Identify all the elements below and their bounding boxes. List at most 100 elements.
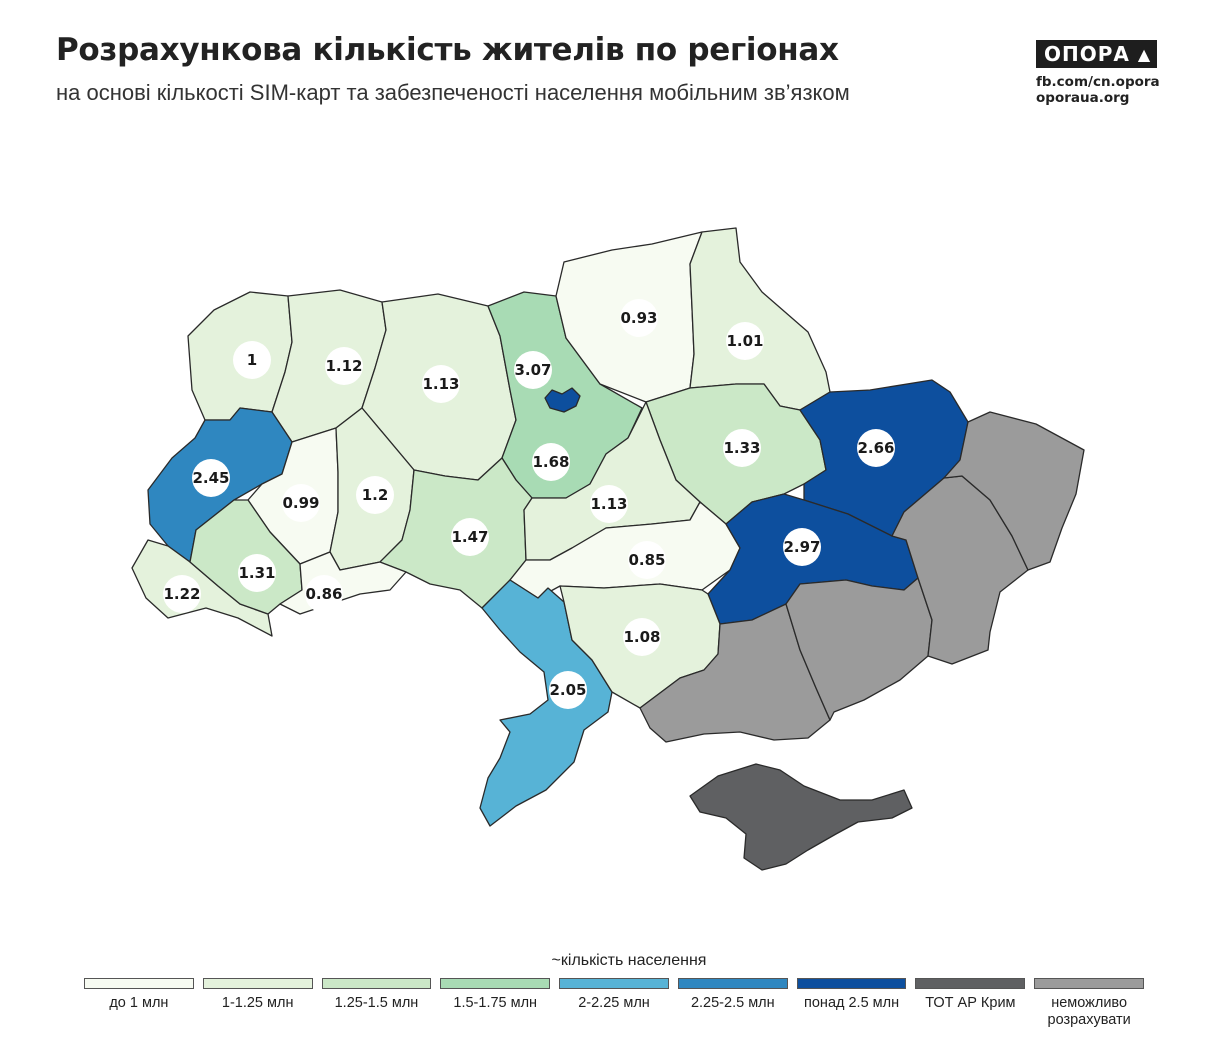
- value-label-sumy: 1.01: [726, 322, 764, 360]
- value-badge: [233, 341, 271, 379]
- region-crimea[interactable]: [689, 763, 913, 871]
- value-text: 2.97: [783, 538, 820, 556]
- value-text: 1.68: [532, 453, 569, 471]
- value-label-chernihiv: 0.93: [620, 299, 658, 337]
- value-label-kyiv-oblast: 3.07: [514, 351, 552, 389]
- value-badge: [238, 554, 276, 592]
- legend-item-7: ТОТ АР Крим: [915, 978, 1026, 1029]
- value-badge: [628, 541, 666, 579]
- legend-swatch: [84, 978, 194, 989]
- value-label-chernivtsi: 0.86: [305, 575, 343, 613]
- value-badge: [163, 575, 201, 613]
- region-luhansk[interactable]: [943, 411, 1085, 571]
- value-badge: [192, 459, 230, 497]
- value-badge: [422, 365, 460, 403]
- map-regions: [131, 227, 1085, 871]
- value-label-khmelnytskyi: 1.2: [356, 476, 394, 514]
- legend-item-0: до 1 млн: [84, 978, 194, 1029]
- value-text: 1.33: [723, 439, 760, 457]
- value-label-kyiv-city: 1.68: [532, 443, 570, 481]
- value-text: 1.12: [325, 357, 362, 375]
- value-badge: [857, 429, 895, 467]
- legend-item-3: 1.5-1.75 млн: [440, 978, 551, 1029]
- value-badge: [623, 618, 661, 656]
- legend-swatch: [440, 978, 551, 989]
- legend-item-5: 2.25-2.5 млн: [677, 978, 788, 1029]
- value-badge: [726, 322, 764, 360]
- value-badge: [325, 347, 363, 385]
- legend-label: 1-1.25 млн: [221, 995, 294, 1011]
- value-text: 1.08: [623, 628, 660, 646]
- value-badge: [549, 671, 587, 709]
- region-sumy[interactable]: [689, 227, 831, 411]
- value-badge: [723, 429, 761, 467]
- value-badge: [514, 351, 552, 389]
- value-label-ivano-frankivsk: 1.31: [238, 554, 276, 592]
- value-label-zhytomyr: 1.13: [422, 365, 460, 403]
- map-value-labels: 1 1.12 1.13 3.07 1.68 0.93 1.01 1.33 2.66 2.45 0.9…: [163, 299, 895, 709]
- value-text: 2.45: [192, 469, 229, 487]
- legend-item-4: 2-2.25 млн: [559, 978, 669, 1029]
- value-text: 3.07: [514, 361, 551, 379]
- value-label-odesa: 2.05: [549, 671, 587, 709]
- legend-label: неможливо розрахувати: [1047, 995, 1131, 1028]
- value-text: 1.13: [422, 375, 459, 393]
- facebook-link[interactable]: fb.com/cn.opora: [1036, 74, 1160, 90]
- legend-swatch: [559, 978, 669, 989]
- value-badge: [451, 518, 489, 556]
- value-label-rivne: 1.12: [325, 347, 363, 385]
- legend-row: до 1 млн 1-1.25 млн 1.25-1.5 млн 1.5-1.7…: [84, 978, 1145, 1029]
- legend-swatch: [202, 978, 313, 989]
- legend-item-6: понад 2.5 млн: [796, 978, 907, 1029]
- ukraine-map: 1 1.12 1.13 3.07 1.68 0.93 1.01 1.33 2.66 2.45 0.9…: [131, 227, 1085, 871]
- legend-swatch: [677, 978, 788, 989]
- value-label-lviv: 2.45: [192, 459, 230, 497]
- value-badge: [356, 476, 394, 514]
- value-badge: [282, 484, 320, 522]
- value-text: 0.93: [620, 309, 657, 327]
- value-badge: [590, 485, 628, 523]
- value-label-ternopil: 0.99: [282, 484, 320, 522]
- legend-label: ТОТ АР Крим: [925, 995, 1016, 1011]
- value-text: 2.05: [549, 681, 586, 699]
- legend-label: 2.25-2.5 млн: [690, 995, 775, 1011]
- value-text: 0.99: [282, 494, 319, 512]
- legend-item-8: неможливо розрахувати: [1034, 978, 1145, 1029]
- value-label-cherkasy: 1.13: [590, 485, 628, 523]
- value-text: 1.01: [726, 332, 763, 350]
- value-text: 1: [247, 351, 257, 369]
- opora-logo[interactable]: ОПОРА ▲: [1036, 40, 1158, 68]
- brand-block: ОПОРА ▲ fb.com/cn.opora oporaua.org: [1036, 40, 1186, 106]
- website-link[interactable]: oporaua.org: [1036, 90, 1130, 106]
- legend-item-2: 1.25-1.5 млн: [321, 978, 432, 1029]
- triangle-icon: ▲: [1137, 44, 1152, 64]
- page-title: Розрахункова кількість жителів по регіон…: [56, 32, 839, 68]
- opora-logo-text: ОПОРА: [1044, 42, 1130, 66]
- value-text: 2.66: [857, 439, 894, 457]
- page-subtitle: на основі кількості SIM-карт та забезпеч…: [56, 80, 850, 105]
- value-text: 1.13: [590, 495, 627, 513]
- legend-swatch: [796, 978, 907, 989]
- region-kyiv-city[interactable]: [544, 387, 581, 413]
- legend: ~кількість населення до 1 млн 1-1.25 млн…: [84, 952, 1145, 1029]
- value-badge: [532, 443, 570, 481]
- value-text: 1.47: [451, 528, 488, 546]
- value-text: 1.31: [238, 564, 275, 582]
- value-text: 1.22: [163, 585, 200, 603]
- legend-title: ~кількість населення: [551, 952, 707, 969]
- value-badge: [620, 299, 658, 337]
- legend-label: понад 2.5 млн: [804, 995, 900, 1011]
- legend-swatch: [915, 978, 1026, 989]
- value-label-kharkiv: 2.66: [857, 429, 895, 467]
- value-label-poltava: 1.33: [723, 429, 761, 467]
- value-badge: [783, 528, 821, 566]
- legend-label: 1.5-1.75 млн: [453, 995, 538, 1011]
- value-text: 0.86: [305, 585, 342, 603]
- value-label-vinnytsia: 1.47: [451, 518, 489, 556]
- value-text: 1.2: [362, 486, 389, 504]
- value-label-mykolaiv: 1.08: [623, 618, 661, 656]
- legend-swatch: [321, 978, 432, 989]
- value-text: 0.85: [628, 551, 665, 569]
- legend-label: 2-2.25 млн: [578, 995, 650, 1011]
- value-label-zakarpattia: 1.22: [163, 575, 201, 613]
